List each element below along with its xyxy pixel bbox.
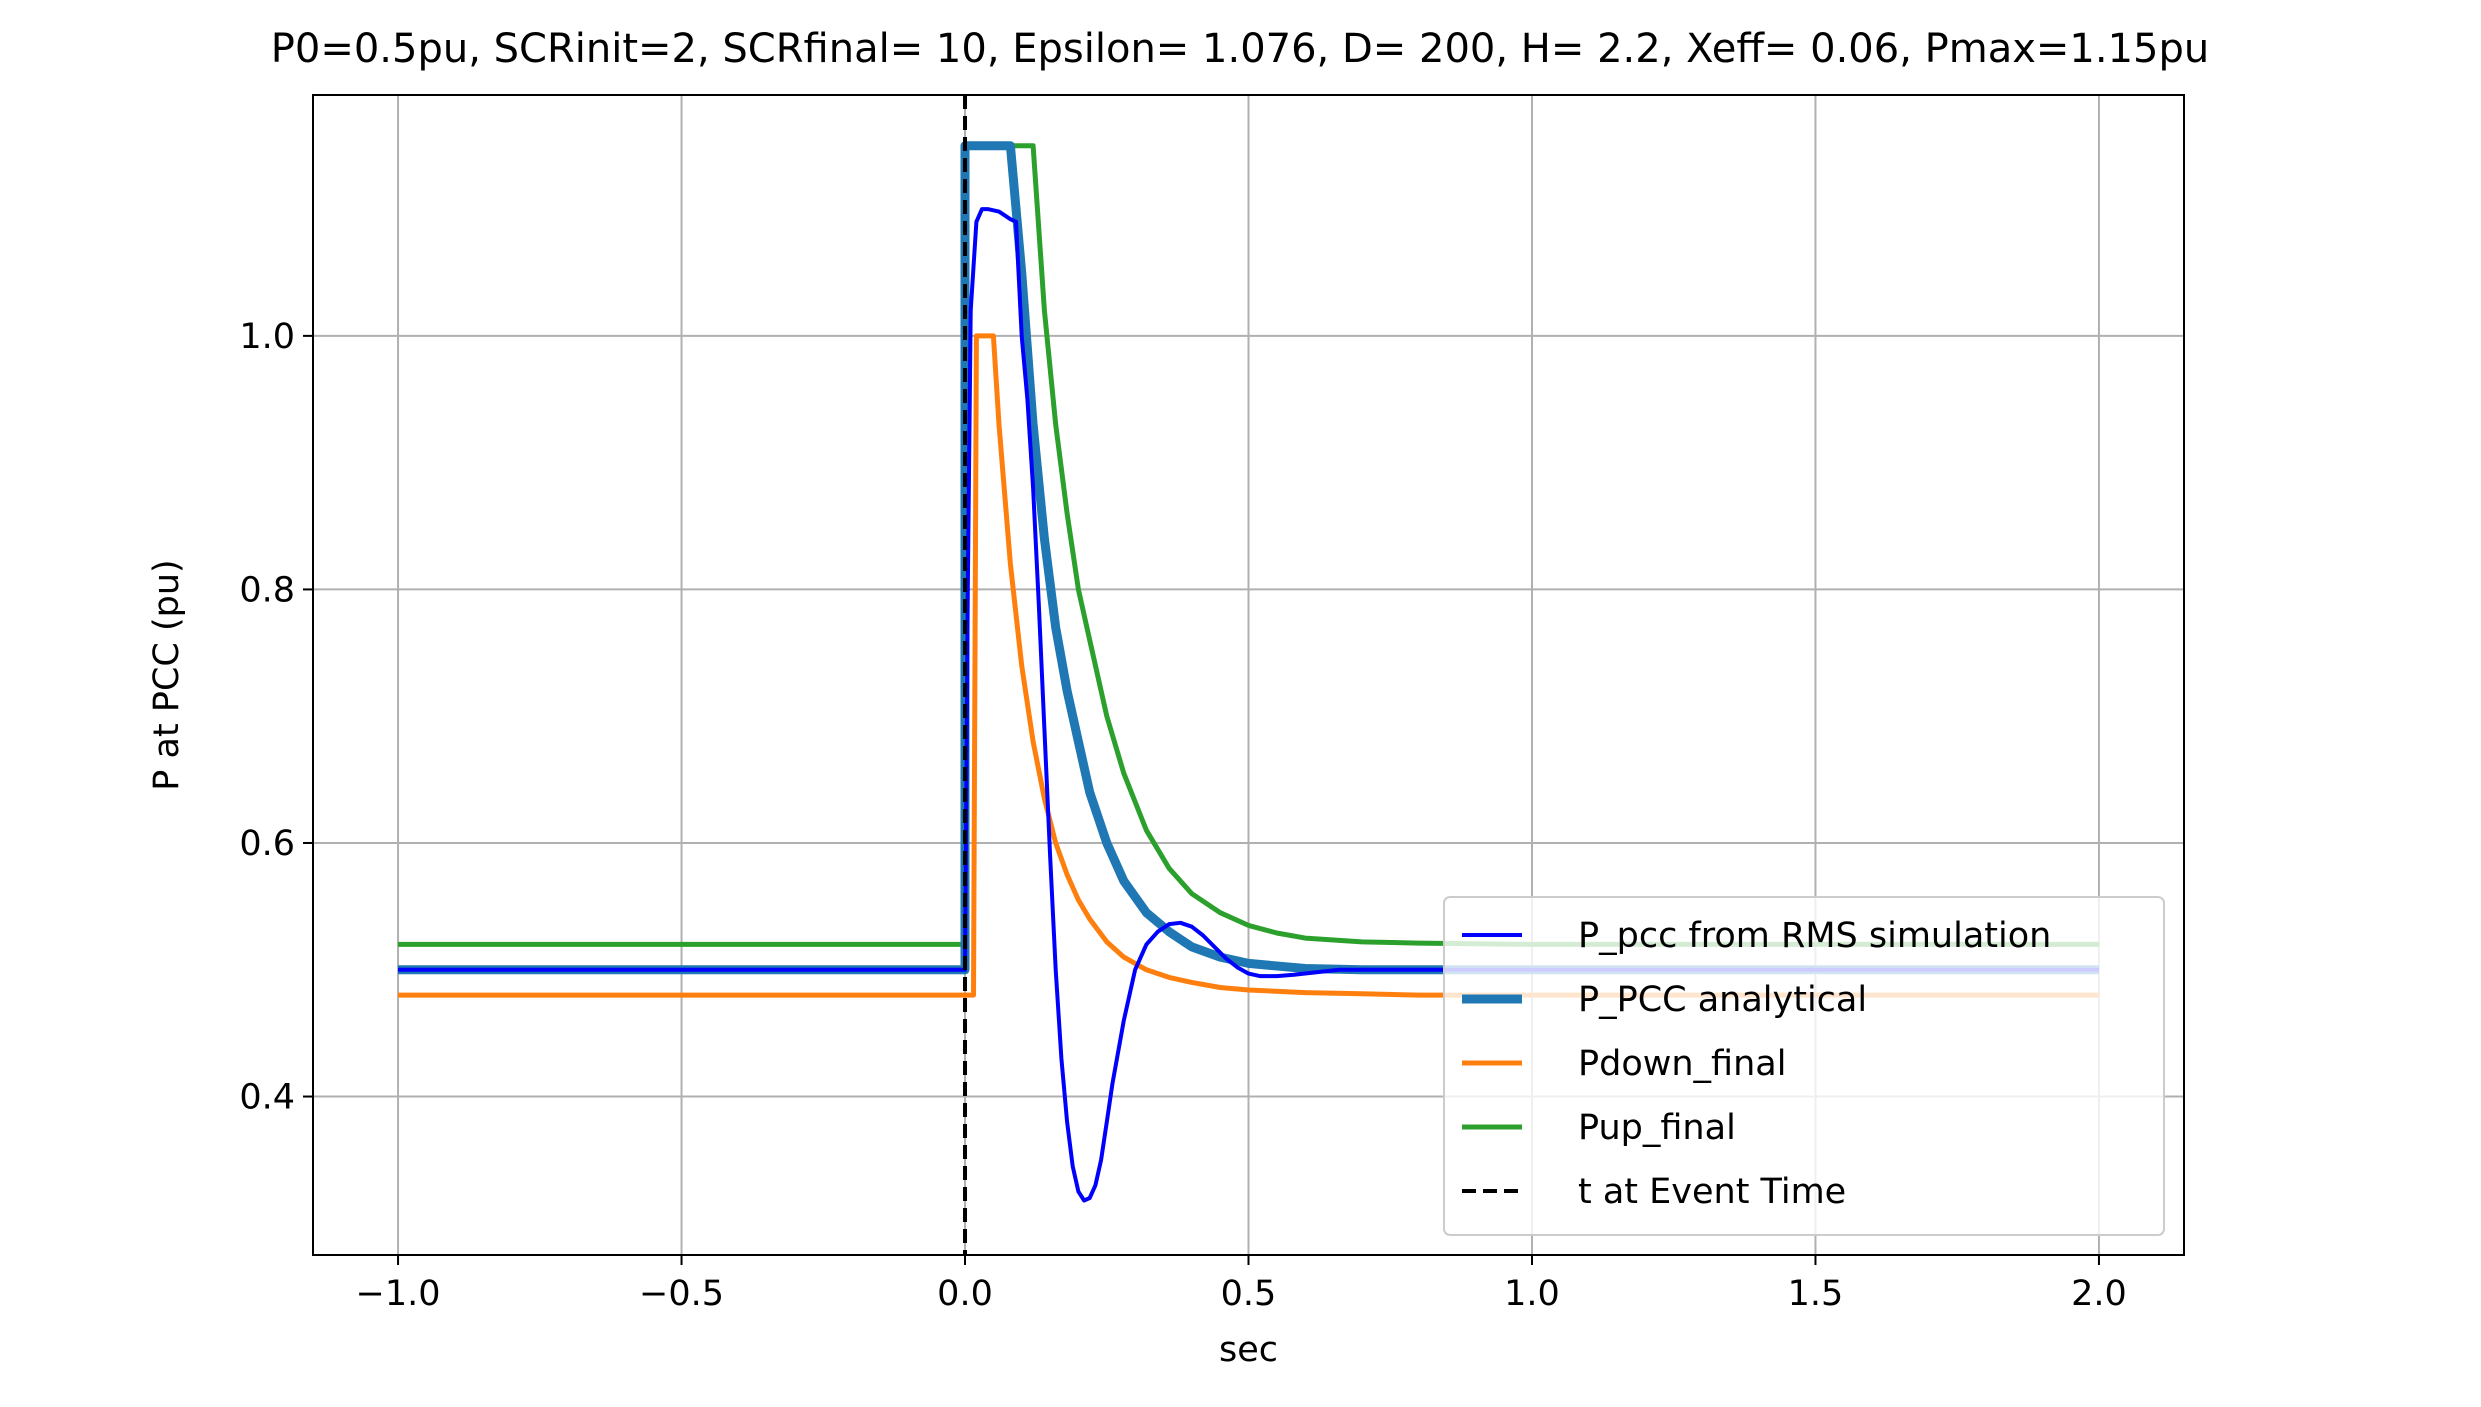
legend-label: P_PCC analytical — [1578, 980, 1867, 1020]
y-axis-label: P at PCC (pu) — [147, 559, 187, 790]
series-line-pup-final — [398, 143, 2099, 947]
x-tick-label: −1.0 — [356, 1274, 441, 1314]
x-tick-label: −0.5 — [639, 1274, 724, 1314]
x-tick-label: 1.0 — [1504, 1274, 1560, 1314]
series-line-p-pcc-from-rms-simulation — [398, 207, 2099, 1203]
x-tick-label: 1.5 — [1788, 1274, 1844, 1314]
legend-label: Pdown_final — [1578, 1044, 1786, 1084]
x-tick-label: 0.5 — [1221, 1274, 1277, 1314]
y-tick-label: 0.6 — [239, 824, 295, 864]
chart-title: P0=0.5pu, SCRinit=2, SCRfinal= 10, Epsil… — [271, 26, 2209, 72]
legend-label: t at Event Time — [1578, 1172, 1846, 1212]
x-axis-label: sec — [1219, 1330, 1278, 1370]
plot-series — [398, 95, 2099, 1255]
y-tick-label: 1.0 — [239, 317, 295, 357]
x-tick-label: 2.0 — [2071, 1274, 2127, 1314]
legend-label: Pup_final — [1578, 1108, 1736, 1148]
y-tick-label: 0.8 — [239, 570, 295, 610]
axis-ticks: −1.0 −0.5 0.0 0.5 1.0 1.5 2.0 0.4 0.6 0.8 1.0 — [239, 317, 2126, 1314]
legend-box — [1443, 896, 2165, 1236]
legend: P_pcc from RMS simulation P_PCC analytica… — [1443, 896, 2165, 1236]
legend-label: P_pcc from RMS simulation — [1578, 916, 2051, 956]
series-line-pdown-final — [398, 333, 2099, 998]
y-tick-label: 0.4 — [239, 1078, 295, 1118]
x-tick-label: 0.0 — [937, 1274, 993, 1314]
